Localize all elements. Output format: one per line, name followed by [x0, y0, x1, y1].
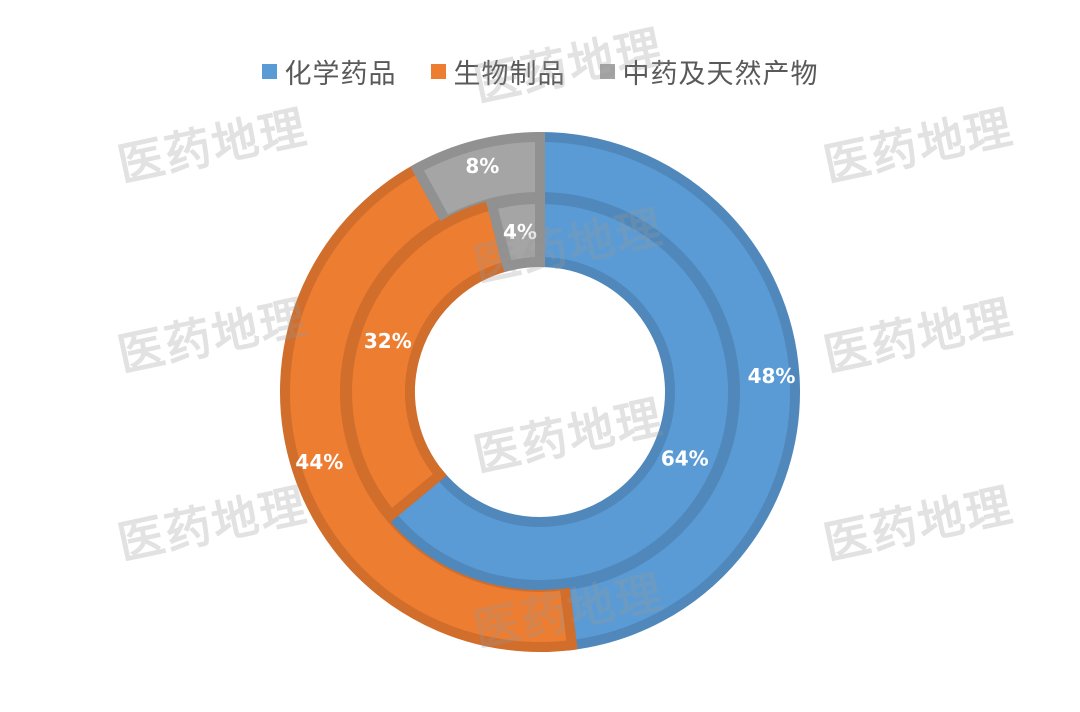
outer-ring-label-chemical-drugs: 48%	[748, 364, 796, 388]
outer-ring-label-tcm-natural: 8%	[465, 154, 499, 178]
inner-ring	[342, 193, 738, 590]
legend-swatch-biologics	[430, 64, 446, 79]
inner-ring-slice-chemical-drugs	[384, 193, 738, 590]
legend-item-tcm-natural: 中药及天然产物	[599, 52, 819, 91]
inner-ring-label-tcm-natural: 4%	[503, 220, 537, 244]
inner-ring-slice-tcm-natural	[485, 193, 545, 273]
inner-ring-label-biologics: 32%	[364, 329, 412, 353]
legend-item-chemical-drugs: 化学药品	[261, 52, 397, 91]
outer-ring-label-biologics: 44%	[295, 450, 343, 474]
legend-label-chemical-drugs: 化学药品	[284, 59, 397, 90]
legend-swatch-tcm-natural	[599, 64, 615, 79]
legend-label-tcm-natural: 中药及天然产物	[622, 59, 819, 90]
legend-item-biologics: 生物制品	[430, 52, 566, 91]
legend-label-biologics: 生物制品	[453, 59, 566, 90]
legend-swatch-chemical-drugs	[261, 64, 277, 79]
chart-legend: 化学药品 生物制品 中药及天然产物	[0, 52, 1080, 91]
inner-ring-slice-biologics	[342, 198, 514, 523]
inner-ring-label-chemical-drugs: 64%	[661, 447, 709, 471]
slice-labels: 48% 44% 8% 64% 32% 4%	[295, 154, 795, 474]
